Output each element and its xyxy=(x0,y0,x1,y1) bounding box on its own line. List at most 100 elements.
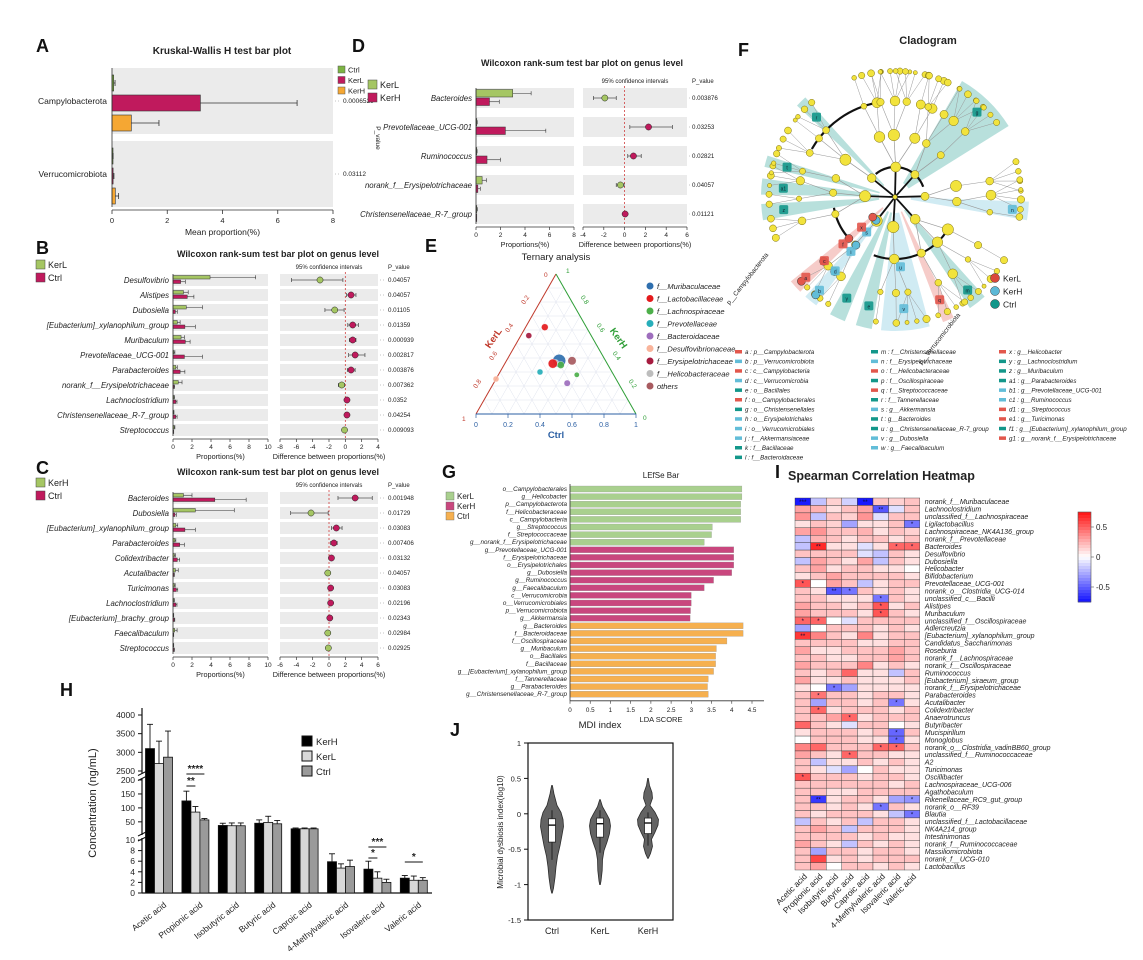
svg-text:v: v xyxy=(903,307,906,313)
svg-text:*: * xyxy=(802,774,805,781)
svg-text:0: 0 xyxy=(623,232,627,239)
svg-text:Mucispirillum: Mucispirillum xyxy=(925,730,966,737)
svg-text:0.007406: 0.007406 xyxy=(388,540,414,547)
svg-text:g__Christensenellaceae_R-7_gro: g__Christensenellaceae_R-7_group xyxy=(466,691,567,698)
svg-text:*: * xyxy=(895,700,898,707)
svg-text:y : g__Lachnoclostridium: y : g__Lachnoclostridium xyxy=(1008,359,1077,366)
svg-text:P_value: P_value xyxy=(388,265,410,271)
svg-text:Rikenellaceae_RC9_gut_group: Rikenellaceae_RC9_gut_group xyxy=(925,797,1022,804)
svg-text:Streptococcus: Streptococcus xyxy=(120,426,170,435)
svg-text:Parabacteroides: Parabacteroides xyxy=(925,693,976,700)
svg-text:10: 10 xyxy=(264,662,272,669)
svg-text:***: *** xyxy=(372,837,384,848)
svg-text:*: * xyxy=(880,804,883,811)
svg-text:0: 0 xyxy=(171,662,175,669)
svg-text:-1.5: -1.5 xyxy=(508,916,521,925)
svg-text:b: b xyxy=(818,289,821,295)
svg-text:4: 4 xyxy=(220,216,224,225)
svg-text:Christensenellaceae_R-7_group: Christensenellaceae_R-7_group xyxy=(360,210,472,219)
svg-text:c__Verrucomicrobia: c__Verrucomicrobia xyxy=(511,592,567,599)
svg-text:0.2: 0.2 xyxy=(627,378,638,390)
svg-text:0.01359: 0.01359 xyxy=(388,322,411,329)
svg-text:unclassified_f__Ruminococcacea: unclassified_f__Ruminococcaceae xyxy=(925,752,1033,759)
svg-text:0.000939: 0.000939 xyxy=(388,337,414,344)
svg-text:*: * xyxy=(848,588,851,595)
svg-text:q : f__Streptococcaceae: q : f__Streptococcaceae xyxy=(881,387,948,394)
svg-text:Ctrl: Ctrl xyxy=(457,512,470,521)
svg-text:f__Helicobacteraceae: f__Helicobacteraceae xyxy=(506,509,567,516)
svg-text:*: * xyxy=(911,811,914,818)
svg-text:h : o__Erysipelotrichales: h : o__Erysipelotrichales xyxy=(745,416,812,423)
svg-text:o__Campylobacterales: o__Campylobacterales xyxy=(503,486,568,493)
svg-text:Turicimonas: Turicimonas xyxy=(127,584,169,593)
svg-text:*: * xyxy=(911,796,914,803)
svg-text:Blautia: Blautia xyxy=(925,812,947,819)
svg-text:0.02821: 0.02821 xyxy=(692,153,715,160)
panel-b-chart: Wilcoxon rank-sum test bar plot on genus… xyxy=(35,249,414,461)
svg-text:KerL: KerL xyxy=(380,80,399,90)
svg-text:P_value: P_value xyxy=(692,79,714,85)
svg-text:0.4: 0.4 xyxy=(611,350,622,362)
svg-text:Oscillibacter: Oscillibacter xyxy=(925,775,964,782)
svg-text:0.03083: 0.03083 xyxy=(388,585,411,592)
svg-text:Bacteroides: Bacteroides xyxy=(925,544,962,551)
svg-text:norank_f__Lachnospiraceae: norank_f__Lachnospiraceae xyxy=(925,655,1013,662)
svg-text:**: ** xyxy=(187,776,195,787)
svg-text:0.0006529: 0.0006529 xyxy=(343,98,374,105)
svg-text:MDI index: MDI index xyxy=(579,720,622,731)
svg-text:Helicobacter: Helicobacter xyxy=(925,566,965,573)
svg-text:f__Streptococcaceae: f__Streptococcaceae xyxy=(508,532,568,539)
svg-text:Prevotellaceae_UCG-001: Prevotellaceae_UCG-001 xyxy=(80,351,169,360)
svg-text:Dubosiella: Dubosiella xyxy=(133,306,170,315)
svg-text:3.5: 3.5 xyxy=(707,707,716,714)
svg-text:4: 4 xyxy=(664,232,668,239)
svg-text:Difference between proportions: Difference between proportions(%) xyxy=(273,452,386,461)
svg-text:Kruskal-Wallis H test bar plot: Kruskal-Wallis H test bar plot xyxy=(153,46,292,57)
svg-text:*: * xyxy=(880,596,883,603)
svg-text:norank_o__Clostridia_vadinBB60: norank_o__Clostridia_vadinBB60_group xyxy=(925,745,1051,752)
svg-text:unclassified_f__Lachnospiracea: unclassified_f__Lachnospiraceae xyxy=(925,514,1029,521)
svg-text:norank_f__Erysipelotrichaceae: norank_f__Erysipelotrichaceae xyxy=(365,181,473,190)
svg-text:0.5: 0.5 xyxy=(511,774,521,783)
svg-text:o : f__Helicobacteraceae: o : f__Helicobacteraceae xyxy=(881,368,950,375)
svg-text:[Eubacterium]_xylanophilum_gro: [Eubacterium]_xylanophilum_group xyxy=(46,321,170,330)
svg-text:-4: -4 xyxy=(293,662,299,669)
svg-text:0.4: 0.4 xyxy=(535,422,545,429)
svg-text:Prevotellaceae_UCG-001: Prevotellaceae_UCG-001 xyxy=(383,123,472,132)
svg-text:Lachnoclostridium: Lachnoclostridium xyxy=(106,396,169,405)
svg-text:0.002817: 0.002817 xyxy=(388,352,414,359)
svg-text:KerH: KerH xyxy=(457,502,475,511)
svg-text:4000: 4000 xyxy=(116,710,135,720)
svg-text:1: 1 xyxy=(462,416,466,423)
svg-text:Ruminococcus: Ruminococcus xyxy=(925,670,971,677)
svg-text:s: s xyxy=(865,230,868,236)
svg-text:*: * xyxy=(911,521,914,528)
svg-text:6: 6 xyxy=(685,232,689,239)
svg-text:Ctrl: Ctrl xyxy=(348,66,360,75)
svg-text:Parabacteroides: Parabacteroides xyxy=(112,366,169,375)
svg-text:f__Muribaculaceae: f__Muribaculaceae xyxy=(657,282,720,291)
svg-text:others: others xyxy=(657,382,678,391)
svg-text:f__Desulfovibrionaceae: f__Desulfovibrionaceae xyxy=(657,345,735,354)
panel-h-label: H xyxy=(60,680,73,700)
svg-text:0.02925: 0.02925 xyxy=(388,645,411,652)
svg-text:Spearman Correlation Heatmap: Spearman Correlation Heatmap xyxy=(788,469,975,483)
svg-text:200: 200 xyxy=(121,775,135,785)
svg-text:2: 2 xyxy=(644,232,648,239)
svg-text:f__Bacillaceae: f__Bacillaceae xyxy=(526,661,567,668)
panel-j-label: J xyxy=(450,720,461,740)
svg-text:g1 : g__norank_f__Erysipelotri: g1 : g__norank_f__Erysipelotrichaceae xyxy=(1009,435,1117,442)
svg-text:Streptococcus: Streptococcus xyxy=(120,644,170,653)
svg-text:0: 0 xyxy=(474,232,478,239)
svg-text:10: 10 xyxy=(264,444,272,451)
svg-text:Turicimonas: Turicimonas xyxy=(925,767,963,774)
svg-text:f__Erysipelotrichaceae: f__Erysipelotrichaceae xyxy=(657,357,733,366)
svg-text:*: * xyxy=(371,848,375,859)
svg-text:g__Prevotellaceae_UCG-001: g__Prevotellaceae_UCG-001 xyxy=(485,547,567,554)
svg-text:0: 0 xyxy=(110,216,114,225)
svg-text:0.04254: 0.04254 xyxy=(388,412,411,419)
svg-text:Bifidobacterium: Bifidobacterium xyxy=(925,574,973,581)
panel-i-label: I xyxy=(775,462,781,482)
svg-text:m: m xyxy=(966,288,970,294)
